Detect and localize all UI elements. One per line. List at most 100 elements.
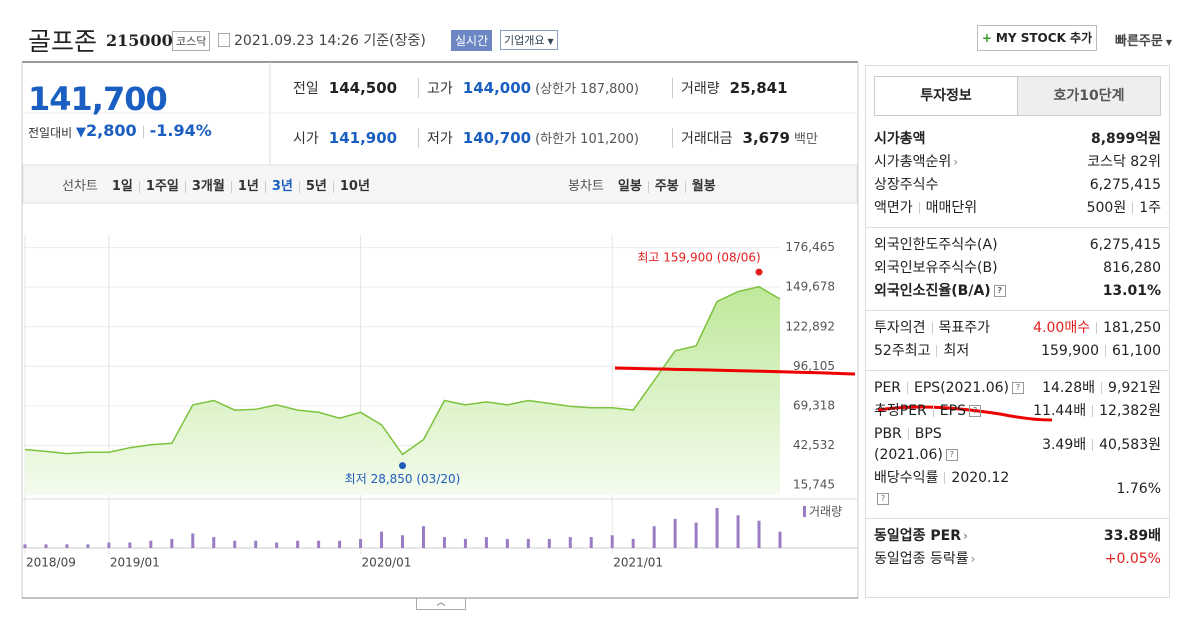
label: 고가 bbox=[427, 81, 453, 97]
info-row: 배당수익률 2020.12? 1.76% bbox=[874, 467, 1161, 511]
quick-order[interactable]: 빠른주문 ▼ bbox=[1115, 34, 1172, 49]
info-label: 액면가 매매단위 bbox=[874, 198, 1024, 219]
volume-bar bbox=[44, 544, 48, 548]
volume-bar bbox=[589, 537, 593, 548]
summary-cell: 고가 144,000 (상한가 187,800) bbox=[418, 78, 639, 98]
y-tick-label: 69,318 bbox=[793, 398, 835, 412]
info-row: 액면가 매매단위 500원 1주 bbox=[874, 197, 1161, 220]
volume-bar bbox=[442, 537, 446, 548]
info-row: 동일업종 PER 33.89배 bbox=[874, 525, 1161, 548]
label-part: 시가총액 bbox=[874, 131, 926, 147]
help-icon[interactable]: ? bbox=[877, 493, 889, 505]
y-tick-label: 149,678 bbox=[785, 280, 835, 294]
price: 141,700 bbox=[28, 80, 168, 118]
stock-name: 골프존 bbox=[28, 27, 98, 56]
period[interactable]: 3개월 bbox=[191, 179, 225, 194]
volume-bar bbox=[380, 531, 384, 548]
user-stroke bbox=[614, 366, 856, 376]
volume-bar bbox=[401, 535, 404, 548]
volume-bar bbox=[694, 522, 698, 548]
summary-cell: 저가 140,700 (하한가 101,200) bbox=[418, 128, 639, 148]
help-icon[interactable]: ? bbox=[968, 405, 981, 417]
volume-bar bbox=[275, 542, 279, 548]
realtime-badge[interactable]: 실시간 bbox=[451, 30, 493, 51]
area bbox=[25, 286, 780, 495]
change: ▼2,800 -1.94% bbox=[76, 121, 212, 140]
y-tick-label: 176,465 bbox=[785, 240, 835, 254]
stock-code: 215000 bbox=[106, 31, 173, 50]
value-part: 1.76% bbox=[1116, 480, 1161, 497]
info-value: 11.44배 12,382원 bbox=[1033, 401, 1161, 422]
period[interactable]: 주봉 bbox=[654, 179, 679, 194]
label-part: (2021.06) bbox=[874, 447, 943, 463]
volume-bar bbox=[526, 538, 530, 548]
volume-bar bbox=[778, 531, 782, 548]
label-part: 최저 bbox=[943, 343, 970, 359]
help-icon[interactable]: ? bbox=[945, 449, 958, 461]
label-part: 2020.12 bbox=[951, 470, 1010, 486]
value-part: 159,900 bbox=[1041, 343, 1099, 359]
value-part: 1주 bbox=[1139, 200, 1161, 216]
info-value: 500원 1주 bbox=[1087, 198, 1161, 219]
line-chart-periods: 선차트 1일 1주일 3개월 1년 3년 5년 10년 bbox=[62, 175, 370, 194]
label: 거래대금 bbox=[681, 131, 733, 147]
info-row: PER EPS(2021.06)? 14.28배 9,921원 bbox=[874, 377, 1161, 400]
info-row: 시가총액순위 코스닥 82위 bbox=[874, 151, 1161, 174]
volume-bar bbox=[65, 544, 69, 548]
collapse-button[interactable]: ︿ bbox=[416, 598, 466, 610]
info-value: 4.00매수 181,250 bbox=[1033, 318, 1161, 339]
info-label: 추정PER EPS? bbox=[874, 401, 1024, 422]
x-tick-label: 2021/01 bbox=[613, 556, 663, 570]
volume-bar bbox=[191, 533, 195, 548]
period[interactable]: 1일 bbox=[111, 179, 133, 194]
company-info-button[interactable]: 기업개요 ▼ bbox=[500, 30, 558, 50]
label-part: 매매단위 bbox=[925, 200, 978, 216]
period[interactable]: 3년 bbox=[271, 179, 293, 194]
volume-bar bbox=[128, 542, 132, 548]
volume-bar bbox=[233, 540, 237, 548]
info-label: 시가총액 bbox=[874, 129, 1024, 150]
info-row: 시가총액 8,899억원 bbox=[874, 128, 1161, 151]
my-stock-button[interactable]: + MY STOCK 추가 bbox=[977, 25, 1097, 51]
period[interactable]: 1년 bbox=[237, 179, 259, 194]
y-tick-label: 42,532 bbox=[793, 438, 835, 452]
period[interactable]: 5년 bbox=[305, 179, 327, 194]
info-value: 1.76% bbox=[1117, 479, 1161, 500]
tab[interactable]: 호가10단계 bbox=[1017, 77, 1160, 115]
line bbox=[24, 285, 781, 456]
info-row: 동일업종 등락률 +0.05% bbox=[874, 548, 1161, 571]
volume-bar bbox=[568, 537, 572, 548]
value-part: 11.44배 bbox=[1033, 403, 1087, 419]
volume-bar bbox=[338, 540, 342, 548]
volume-bar bbox=[715, 508, 719, 548]
volume-bar bbox=[23, 544, 27, 548]
annotation-dot bbox=[755, 268, 763, 276]
volume-bar bbox=[254, 540, 258, 548]
period[interactable]: 1주일 bbox=[145, 179, 179, 194]
info-label: 외국인한도주식수(A) bbox=[874, 235, 1024, 256]
period[interactable]: 월봉 bbox=[691, 179, 716, 194]
label-part: PBR bbox=[874, 426, 902, 442]
label-part: EPS(2021.06) bbox=[914, 380, 1010, 396]
volume-legend: 거래량 bbox=[809, 505, 842, 519]
label-part: 시가총액순위 bbox=[874, 154, 952, 170]
period[interactable]: 일봉 bbox=[617, 179, 642, 194]
x-tick-label: 2018/09 bbox=[26, 556, 76, 570]
value-part: 181,250 bbox=[1103, 320, 1161, 336]
help-icon[interactable]: ? bbox=[1012, 382, 1025, 394]
info-value: 3.49배 40,583원 bbox=[1042, 435, 1161, 456]
value-part: 코스닥 82위 bbox=[1087, 154, 1161, 170]
plot: 15,745 42,532 69,318 96,105 122,892 149,678 17… bbox=[23, 235, 842, 570]
tab[interactable]: 투자정보 bbox=[875, 77, 1017, 115]
label-part: EPS bbox=[939, 403, 966, 419]
value-part: 500원 bbox=[1086, 200, 1127, 216]
info-label: PBR BPS (2021.06)? bbox=[874, 424, 1024, 466]
y-tick-label: 15,745 bbox=[793, 478, 835, 492]
help-icon[interactable]: ? bbox=[993, 285, 1006, 297]
period[interactable]: 10년 bbox=[339, 179, 370, 194]
tabs: 투자정보 호가10단계 bbox=[874, 76, 1161, 116]
section: PER EPS(2021.06)? 14.28배 9,921원 추정PER EPS? 11.… bbox=[866, 371, 1169, 519]
volume-bar bbox=[757, 520, 761, 548]
label: 봉차트 bbox=[568, 179, 604, 194]
